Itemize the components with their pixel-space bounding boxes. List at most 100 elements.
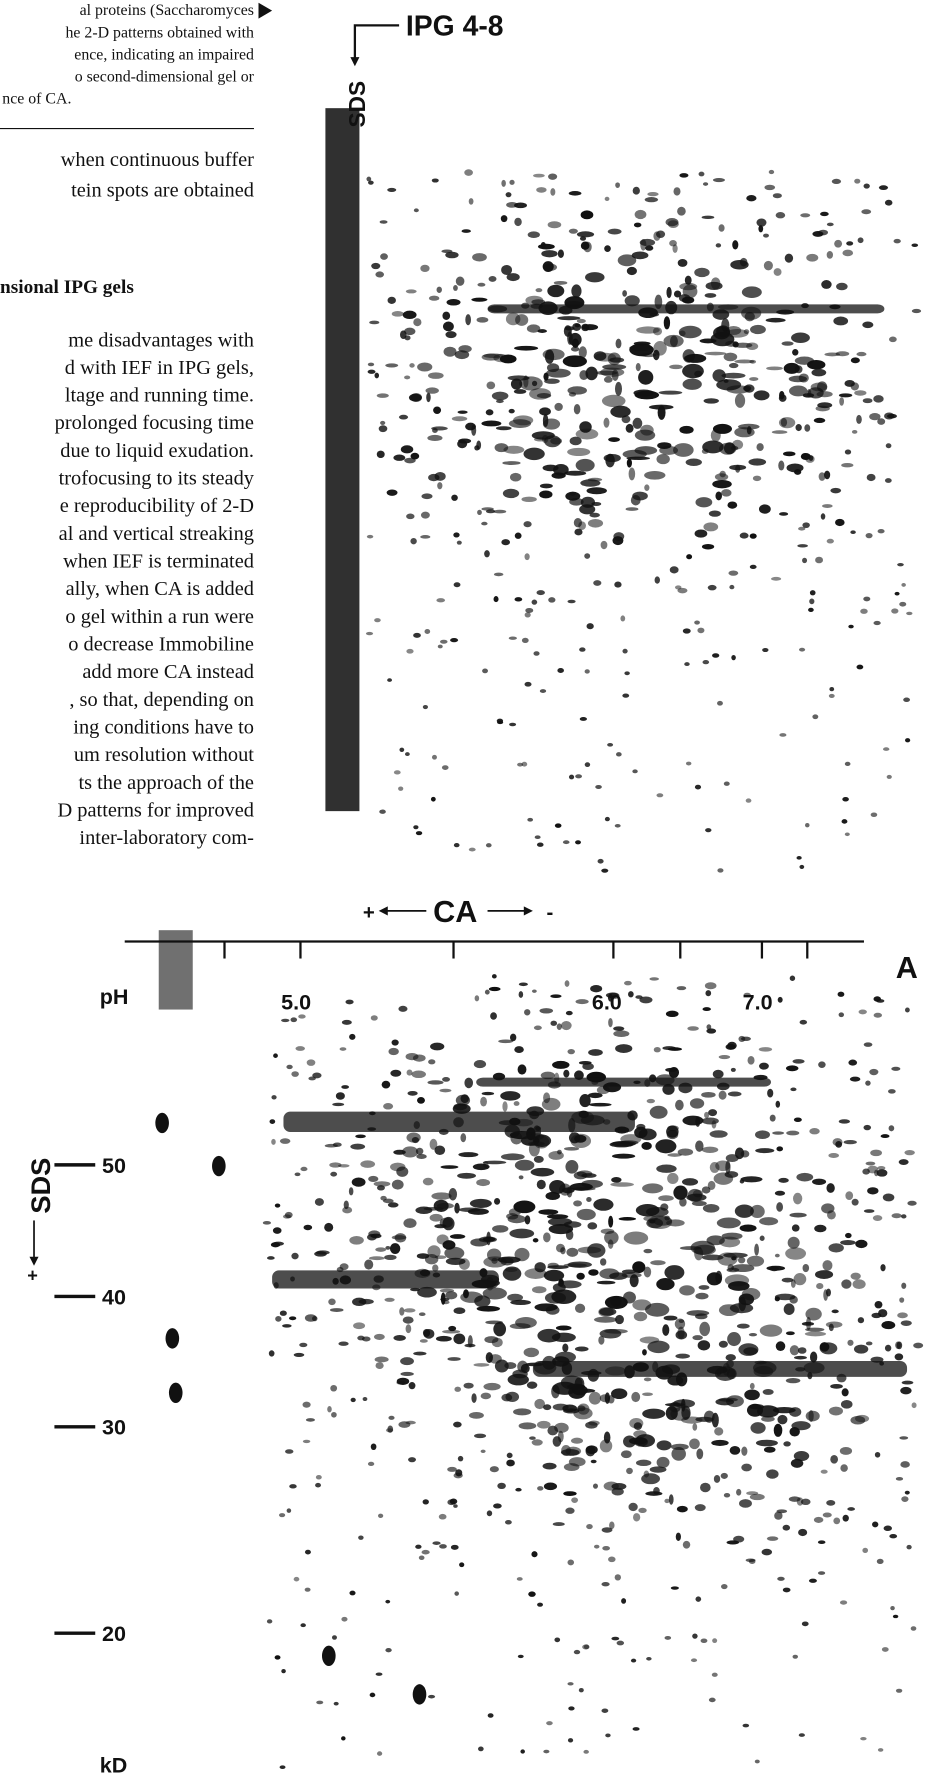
gel-spot	[408, 1382, 416, 1390]
gel-spot	[614, 823, 621, 828]
gel-spot	[339, 1047, 347, 1051]
gel-spot	[640, 239, 647, 251]
gel-spot	[862, 1547, 869, 1553]
gel-spot	[694, 620, 700, 625]
gel-spot	[542, 1462, 557, 1470]
gel-spot	[477, 282, 486, 287]
gel-spot	[552, 1060, 570, 1069]
gel-spot	[390, 1069, 402, 1077]
gel-spot	[790, 1458, 804, 1468]
gel-spot	[681, 1178, 699, 1186]
gel-spot	[400, 1371, 414, 1377]
gel-spot	[410, 1287, 421, 1292]
gel-spot	[712, 653, 720, 658]
gel-spot	[820, 513, 826, 520]
gel-spot	[481, 521, 488, 526]
gel-spot	[546, 1214, 569, 1219]
gel-spot	[393, 1334, 406, 1341]
gel-spot	[473, 1060, 487, 1069]
gel-spot	[485, 409, 494, 416]
gel-spot	[654, 576, 660, 584]
gel-spot	[895, 1341, 901, 1350]
gel-spot	[394, 1233, 407, 1243]
gel-spot	[540, 1071, 556, 1080]
gel-spot	[562, 1343, 569, 1353]
gel-spot	[485, 843, 492, 848]
gel-spot	[367, 362, 375, 367]
gel-spot	[809, 590, 816, 596]
gel-spot	[715, 1270, 723, 1284]
gel-spot	[549, 1179, 566, 1195]
gel-spot	[598, 1307, 614, 1317]
gel-spot	[856, 664, 864, 670]
gel-spot	[274, 1203, 281, 1208]
gel-spot	[851, 429, 858, 434]
gel-spot	[406, 648, 414, 654]
gel-spot	[635, 1204, 660, 1217]
gel-spot	[814, 1224, 827, 1233]
gel-spot	[360, 1160, 376, 1168]
gel-spot	[761, 1416, 775, 1422]
gel-spot	[544, 1292, 567, 1304]
gel-spot	[476, 1179, 491, 1187]
gel-spot	[663, 316, 671, 330]
gel-spot	[774, 1190, 786, 1196]
gel-spot	[828, 1406, 843, 1416]
gel-spot	[723, 352, 738, 362]
gel-spot	[484, 550, 490, 558]
gel-spot	[799, 647, 806, 652]
gel-spot	[587, 477, 603, 482]
gel-spot	[495, 426, 512, 431]
gel-spot	[710, 429, 721, 442]
gel-spot	[899, 1436, 909, 1440]
gel-spot	[641, 1473, 660, 1485]
gel-spot	[400, 445, 414, 454]
gel-spot	[802, 522, 810, 529]
gel-spot	[886, 774, 892, 779]
gel-spot	[594, 1316, 617, 1323]
gel-spot	[784, 253, 794, 263]
gel-spot	[787, 1236, 800, 1249]
gel-spot	[746, 1255, 765, 1267]
gel-spot	[539, 483, 553, 489]
gel-spot	[460, 1094, 469, 1104]
gel-spot	[505, 1391, 520, 1402]
gel-spot	[643, 1248, 653, 1254]
gel-spot	[664, 1498, 670, 1504]
gel-spot	[614, 581, 622, 588]
gel-spot	[537, 1602, 543, 1607]
gel-spot	[547, 1262, 559, 1268]
gel-spot	[453, 582, 461, 588]
gel-spot	[870, 1149, 882, 1157]
gel-spot	[762, 647, 769, 653]
gel-spot	[878, 185, 889, 191]
gel-spot	[901, 1380, 914, 1385]
gel-spot	[647, 1340, 670, 1354]
gel-spot	[638, 1507, 647, 1513]
gel-spot	[670, 1586, 679, 1590]
gel-spot	[568, 332, 582, 347]
gel-spot	[330, 1384, 338, 1392]
gel-spot	[580, 210, 594, 220]
gel-spot	[366, 176, 372, 182]
gel-spot	[741, 1463, 752, 1472]
gel-spot	[894, 591, 900, 596]
gel-spot	[422, 1328, 431, 1337]
gel-spot	[279, 1513, 286, 1518]
gel-spot	[656, 1164, 677, 1173]
gel-spot	[567, 1559, 575, 1566]
gel-spot	[391, 311, 404, 317]
gel-spot	[818, 229, 829, 236]
gel-spot	[413, 632, 421, 638]
gel-spot	[659, 445, 679, 455]
gel-spot	[633, 1422, 643, 1430]
gel-spot	[813, 417, 826, 424]
gel-spot	[563, 1491, 577, 1496]
gel-spot	[604, 196, 610, 202]
gel-spot	[642, 1183, 664, 1194]
gel-spot	[735, 464, 741, 473]
gel-spot	[723, 1493, 731, 1498]
gel-spot	[739, 1224, 757, 1232]
caption-line: ence, indicating an impaired	[74, 46, 254, 63]
gel-spot	[555, 1351, 576, 1363]
